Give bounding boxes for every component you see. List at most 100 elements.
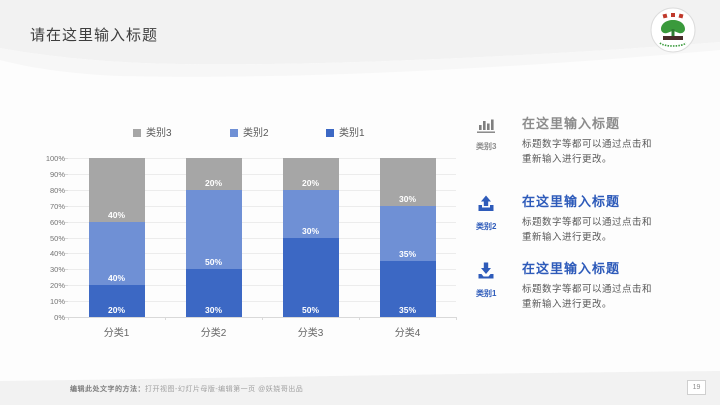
bar-segment-类别1: 30% bbox=[185, 269, 242, 317]
bar-segment-类别3: 20% bbox=[185, 158, 242, 190]
bar-segment-类别1: 20% bbox=[88, 285, 145, 317]
logo-tree bbox=[661, 20, 685, 36]
info-item-1: 类别3 在这里输入标题 标题数字等都可以通过点击和重新输入进行更改。 bbox=[476, 113, 714, 167]
info-item-3: 类别1 在这里输入标题 标题数字等都可以通过点击和重新输入进行更改。 bbox=[476, 258, 714, 312]
axis-tick bbox=[65, 237, 68, 239]
upload-icon bbox=[478, 195, 494, 211]
logo-building-row bbox=[663, 36, 683, 40]
stacked-bar: 30% 50% 20% bbox=[185, 158, 242, 317]
x-category-label: 分类3 bbox=[297, 328, 324, 339]
slide-title[interactable]: 请在这里输入标题 bbox=[30, 27, 159, 44]
legend-label: 类别1 bbox=[339, 128, 365, 139]
info-title[interactable]: 在这里输入标题 bbox=[522, 194, 621, 209]
info-body[interactable]: 标题数字等都可以通过点击和重新输入进行更改。 bbox=[522, 217, 653, 243]
legend-item[interactable]: 类别3 bbox=[133, 124, 172, 139]
gridline bbox=[68, 253, 456, 255]
bar-segment-类别3: 30% bbox=[379, 158, 436, 206]
axis-tick bbox=[65, 205, 68, 207]
logo-red-characters bbox=[662, 13, 684, 19]
page-number: 19 bbox=[687, 380, 706, 395]
footer-note-bold: 编辑此处文字的方法： bbox=[70, 386, 145, 393]
bar-chart-icon bbox=[477, 119, 495, 133]
y-tick-label: 90% bbox=[49, 169, 65, 179]
category-caption: 类别3 bbox=[476, 142, 497, 151]
footer-note: 编辑此处文字的方法：打开视图-幻灯片母版-编辑第一页 @妖娆哥出品 bbox=[70, 384, 303, 394]
info-body[interactable]: 标题数字等都可以通过点击和重新输入进行更改。 bbox=[522, 284, 653, 310]
axis-tick bbox=[65, 317, 68, 318]
stacked-bar: 35% 35% 30% bbox=[379, 158, 436, 317]
data-label: 30% bbox=[301, 225, 319, 236]
bar-segment-类别3: 40% bbox=[88, 158, 145, 222]
gridline bbox=[68, 237, 456, 239]
download-icon bbox=[478, 262, 494, 279]
y-tick-label: 100% bbox=[45, 154, 65, 163]
legend-item[interactable]: 类别1 bbox=[326, 124, 365, 139]
footer-note-rest: 打开视图-幻灯片母版-编辑第一页 @妖娆哥出品 bbox=[145, 386, 304, 393]
bar-segment-类别3: 20% bbox=[282, 158, 339, 190]
axis-tick bbox=[65, 301, 68, 303]
y-tick-label: 0% bbox=[54, 313, 65, 322]
stacked-bar: 20% 40% 40% bbox=[88, 158, 145, 317]
y-tick-label: 80% bbox=[49, 185, 65, 195]
x-axis-tick bbox=[68, 317, 69, 320]
axis-tick bbox=[65, 158, 68, 159]
y-tick-label: 40% bbox=[49, 249, 65, 259]
y-tick-label: 10% bbox=[49, 297, 65, 307]
plot-area: 20% 40% 40% 30% 50% 20% 50% 30% 20% 35% 35% 30% bbox=[65, 158, 457, 320]
bar-segment-类别1: 50% bbox=[282, 237, 339, 317]
category-caption: 类别1 bbox=[476, 289, 497, 298]
bar-segment-类别1: 35% bbox=[379, 261, 436, 317]
axis-tick bbox=[65, 285, 68, 287]
gridline bbox=[68, 301, 456, 303]
data-label: 20% bbox=[107, 305, 125, 315]
bar-segment-类别2: 30% bbox=[282, 189, 339, 238]
x-axis-tick bbox=[456, 317, 457, 320]
y-tick-label: 20% bbox=[49, 281, 65, 291]
axis-tick bbox=[65, 269, 68, 271]
legend-label: 类别3 bbox=[146, 128, 172, 139]
data-label: 35% bbox=[398, 305, 416, 315]
y-tick-label: 60% bbox=[49, 217, 65, 227]
info-title[interactable]: 在这里输入标题 bbox=[522, 261, 621, 276]
gridline bbox=[68, 189, 456, 191]
bar-segment-类别2: 50% bbox=[185, 189, 242, 270]
x-axis-tick bbox=[262, 317, 263, 320]
data-label: 30% bbox=[204, 305, 222, 315]
legend-label: 类别2 bbox=[243, 128, 269, 139]
gridline bbox=[68, 158, 456, 159]
gridline bbox=[68, 269, 456, 271]
bar-segment-类别2: 40% bbox=[88, 221, 145, 286]
legend-swatch bbox=[326, 129, 334, 137]
school-logo bbox=[650, 7, 696, 53]
stacked-bar-chart[interactable]: 类别3 类别2 类别1 20% 40% 40% 30% 50% 20% 50% 30% 20% 3… bbox=[45, 108, 465, 346]
data-label: 20% bbox=[301, 177, 319, 188]
y-tick-label: 50% bbox=[49, 233, 65, 243]
category-caption: 类别2 bbox=[476, 222, 497, 231]
info-body[interactable]: 标题数字等都可以通过点击和重新输入进行更改。 bbox=[522, 139, 653, 165]
data-label: 40% bbox=[107, 273, 125, 284]
x-category-label: 分类4 bbox=[394, 328, 421, 339]
legend-swatch bbox=[133, 129, 141, 137]
y-tick-label: 30% bbox=[49, 265, 65, 275]
data-label: 35% bbox=[398, 249, 416, 260]
x-category-label: 分类1 bbox=[103, 328, 130, 339]
data-label: 50% bbox=[301, 305, 319, 315]
info-title[interactable]: 在这里输入标题 bbox=[522, 116, 621, 131]
x-axis-tick bbox=[165, 317, 166, 320]
axis-tick bbox=[65, 253, 68, 255]
axis-tick bbox=[65, 221, 68, 223]
data-label: 50% bbox=[204, 257, 222, 268]
gridline bbox=[68, 173, 456, 175]
legend-item[interactable]: 类别2 bbox=[230, 124, 269, 139]
x-category-label: 分类2 bbox=[200, 328, 227, 339]
stacked-bar: 50% 30% 20% bbox=[282, 158, 339, 317]
gridline bbox=[68, 205, 456, 207]
info-item-2: 类别2 在这里输入标题 标题数字等都可以通过点击和重新输入进行更改。 bbox=[476, 191, 714, 245]
legend-swatch bbox=[230, 129, 238, 137]
data-label: 40% bbox=[107, 209, 125, 220]
footer-band bbox=[0, 371, 720, 405]
data-label: 20% bbox=[204, 177, 222, 188]
bar-segment-类别2: 35% bbox=[379, 205, 436, 262]
axis-tick bbox=[65, 189, 68, 191]
